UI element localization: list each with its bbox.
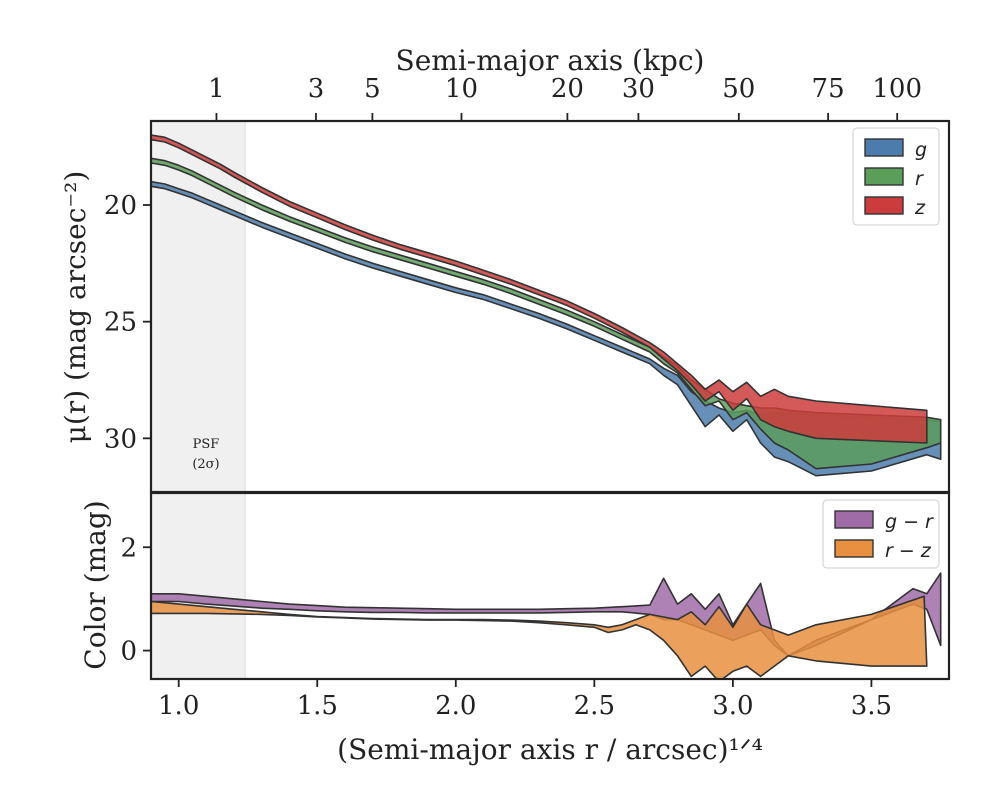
profile-legend-label-2: z xyxy=(914,197,926,219)
top-axis-ticks: 1 3 5 10 20 30 50 75 100 xyxy=(208,74,922,121)
x-tick-label-4: 3.0 xyxy=(712,691,753,721)
color-legend-label-0: g − r xyxy=(885,511,934,533)
profile-legend-swatch-2 xyxy=(864,196,904,215)
profile-legend-swatch-1 xyxy=(864,167,904,186)
top-tick-label-7: 75 xyxy=(812,74,845,104)
top-tick-label-2: 5 xyxy=(364,74,381,104)
profile-panel: PSF (2σ) 20 25 30 grz xyxy=(104,121,949,492)
profile-legend-label-0: g xyxy=(915,139,927,161)
x-tick-label-1: 1.5 xyxy=(297,691,338,721)
color-y-ticks: 02 xyxy=(120,533,151,667)
color-panel: 02 g − rr − z xyxy=(120,493,949,679)
profile-y-ticks: 20 25 30 xyxy=(104,191,151,454)
top-tick-label-3: 10 xyxy=(445,74,478,104)
top-tick-label-8: 100 xyxy=(872,74,922,104)
x-tick-label-0: 1.0 xyxy=(158,691,199,721)
color-legend: g − r r − z xyxy=(822,499,940,569)
profile-legend: grz xyxy=(852,127,940,226)
profile-y-tick-label-0: 20 xyxy=(104,191,137,221)
color-legend-label-1: r − z xyxy=(885,540,932,562)
profile-y-tick-label-1: 25 xyxy=(104,308,137,338)
color-y-tick-label-0: 0 xyxy=(120,637,137,667)
psf-label: PSF (2σ) xyxy=(192,437,219,472)
top-tick-label-1: 3 xyxy=(308,74,325,104)
series-g-band xyxy=(151,180,942,477)
profile-legend-label-1: r xyxy=(915,168,924,190)
x-tick-label-2: 2.0 xyxy=(435,691,476,721)
color-legend-swatch-0 xyxy=(834,510,874,529)
profile-y-tick-label-2: 30 xyxy=(104,424,137,454)
series-color-1-band xyxy=(151,595,928,679)
profile-y-axis-title: μ(r) (mag arcsec⁻²) xyxy=(59,171,92,444)
color-legend-swatch-1 xyxy=(834,539,874,558)
color-y-tick-label-1: 2 xyxy=(120,533,137,563)
color-y-axis-title: Color (mag) xyxy=(79,500,112,669)
psf-label-line1: PSF xyxy=(193,437,220,452)
x-axis-ticks: 1.0 1.5 2.0 2.5 3.0 3.5 xyxy=(158,679,892,721)
top-tick-label-5: 30 xyxy=(622,74,655,104)
x-tick-label-3: 2.5 xyxy=(574,691,615,721)
top-tick-label-0: 1 xyxy=(208,74,225,104)
profile-legend-swatch-0 xyxy=(864,138,904,157)
x-tick-label-5: 3.5 xyxy=(851,691,892,721)
psf-region-top xyxy=(151,121,246,492)
color-panel-frame xyxy=(149,491,951,681)
psf-region-bottom xyxy=(151,493,246,679)
top-tick-label-4: 20 xyxy=(551,74,584,104)
psf-label-line2: (2σ) xyxy=(192,457,219,472)
top-tick-label-6: 50 xyxy=(722,74,755,104)
series-z-band xyxy=(151,134,928,444)
x-axis-title: (Semi-major axis r / arcsec)¹ᐟ⁴ xyxy=(337,733,763,766)
top-axis-title: Semi-major axis (kpc) xyxy=(396,44,705,77)
